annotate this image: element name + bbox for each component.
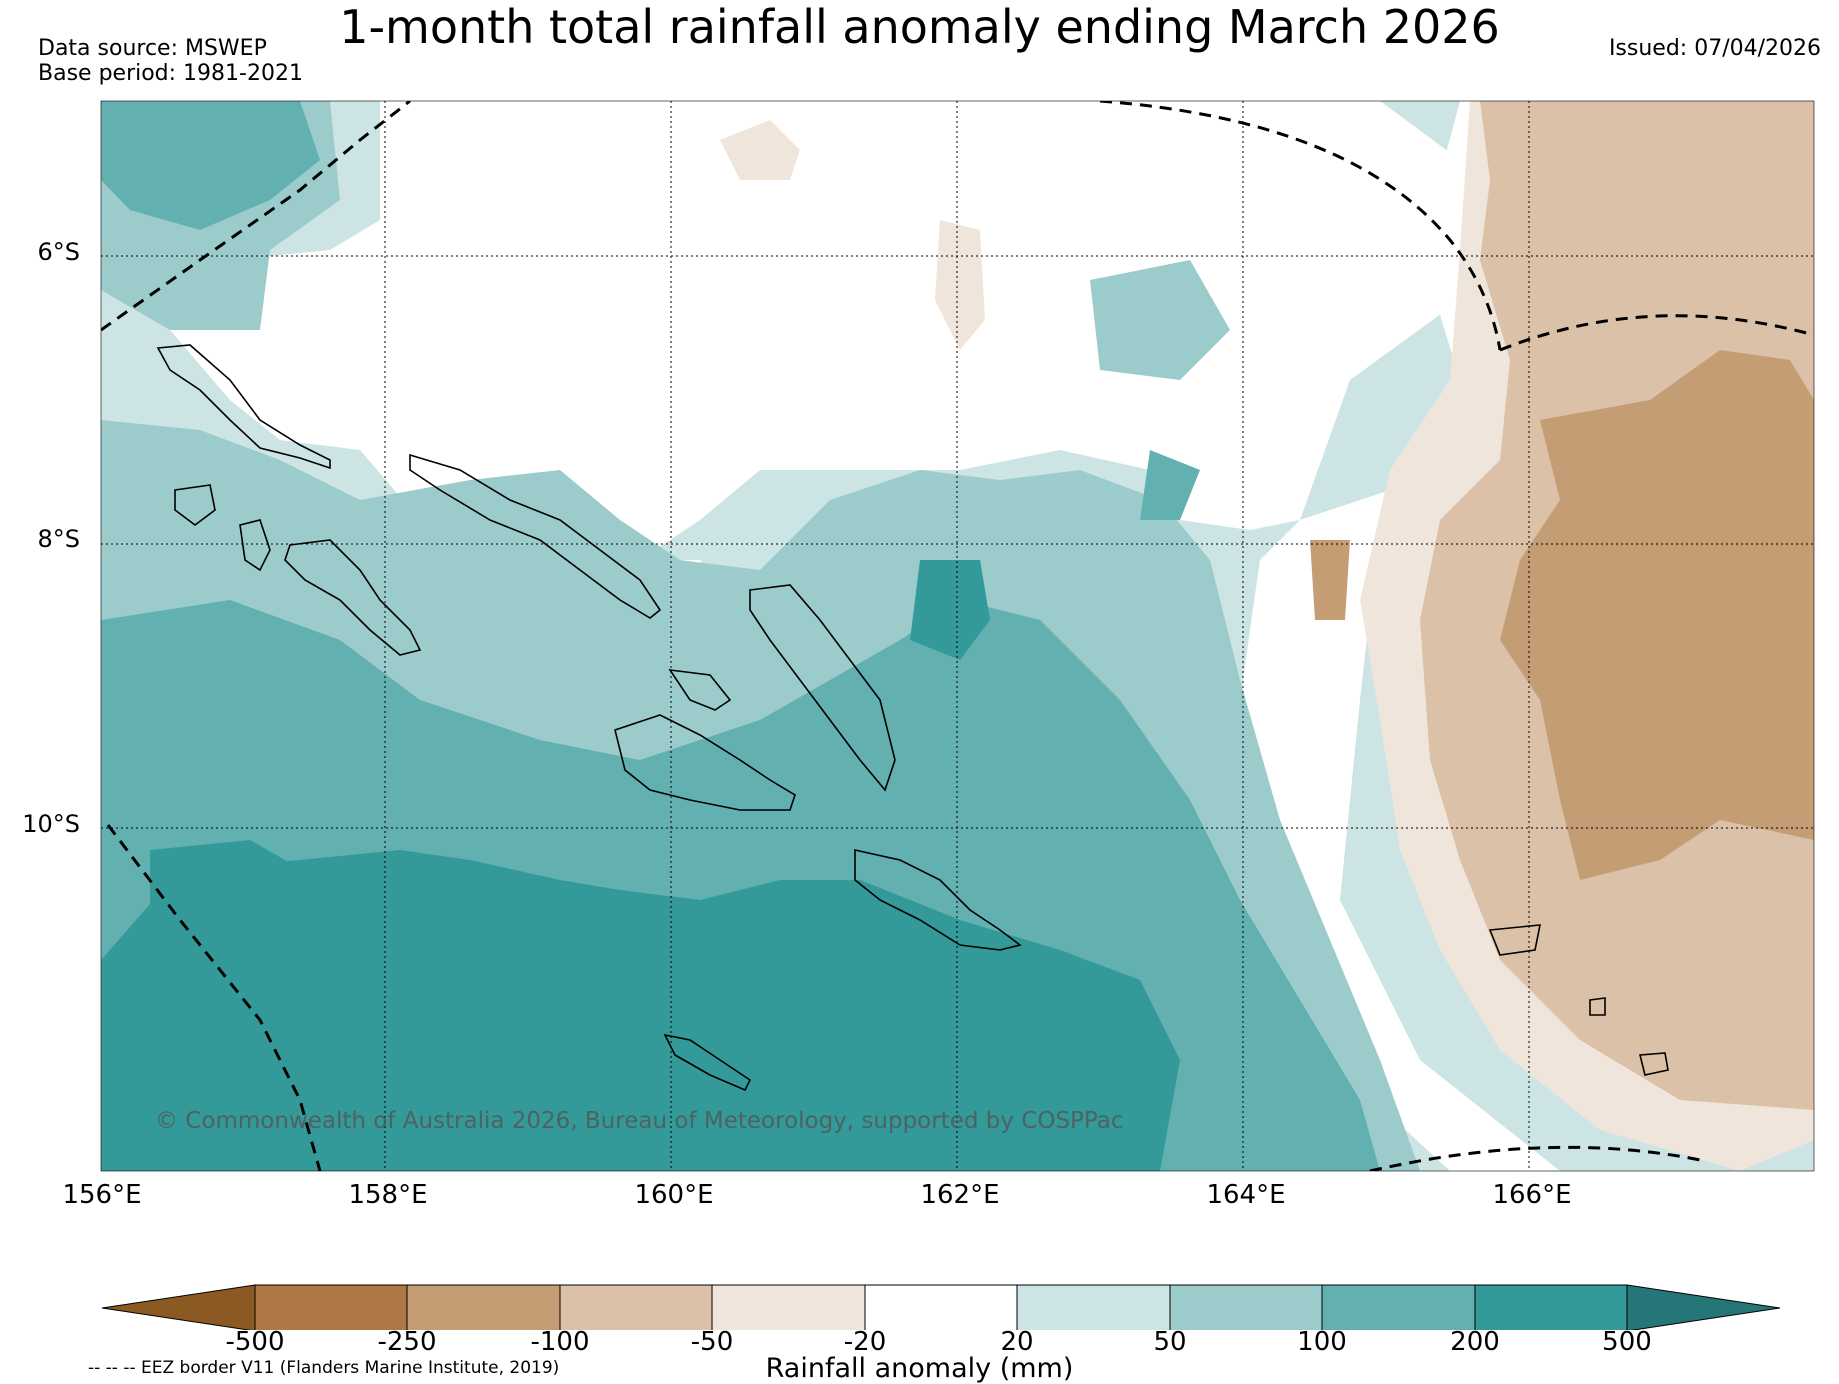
coast-makira [854, 849, 1022, 951]
lat-label-10s: 10°S [22, 810, 80, 838]
coast-vella-lavella [239, 519, 271, 572]
colorbar-tick: -20 [843, 1327, 887, 1357]
coast-choiseul [174, 484, 216, 526]
coast-new-georgia [284, 539, 422, 656]
wet-200-500-patch [910, 560, 990, 660]
coast-ndeni [1488, 924, 1541, 956]
colorbar-bin-200-500 [1474, 1284, 1628, 1330]
map-title: 1-month total rainfall anomaly ending Ma… [339, 0, 1500, 54]
coast-utupua [1638, 1052, 1669, 1076]
coast-florida-islands [668, 668, 732, 711]
dry-100-250-east [1500, 350, 1814, 880]
colorbar-bin-neg500-neg250 [254, 1284, 408, 1330]
dry-100-250-patch [1310, 540, 1350, 620]
colorbar-bin-neg100-neg50 [559, 1284, 713, 1330]
colorbar-tick: -250 [377, 1327, 437, 1357]
colorbar-bin-neutral [864, 1284, 1018, 1330]
wet-200-500-south [101, 850, 1180, 1171]
eez-border-east [1499, 314, 1814, 352]
coastlines [156, 344, 1669, 1092]
dry-20-50-patch-central [935, 220, 985, 350]
lon-label-162e: 162°E [920, 1180, 1000, 1210]
colorbar-tick: -100 [530, 1327, 590, 1357]
colorbar-label: Rainfall anomaly (mm) [765, 1353, 1074, 1384]
colorbar-tick: 20 [1000, 1327, 1034, 1357]
metadata-block: Data source: MSWEP Base period: 1981-202… [38, 36, 303, 86]
coast-malaita [749, 584, 896, 792]
wet-200-500-west [150, 840, 320, 960]
wet-100-200-patch [1140, 450, 1200, 520]
lon-label-160e: 160°E [634, 1180, 714, 1210]
base-period: Base period: 1981-2021 [38, 61, 303, 86]
colorbar-extend-high [1626, 1284, 1781, 1330]
colorbar [101, 1284, 1781, 1330]
colorbar-bin-20-50 [1016, 1284, 1171, 1330]
eez-border-south-west [106, 824, 322, 1171]
colorbar-tick: 200 [1450, 1327, 1500, 1357]
lon-label-166e: 166°E [1492, 1180, 1572, 1210]
eez-border-south-east [1369, 1145, 1701, 1171]
coast-santa-isabel [409, 453, 662, 619]
colorbar-tick: -500 [225, 1327, 285, 1357]
colorbar-tick: 100 [1297, 1327, 1347, 1357]
lat-label-8s: 8°S [37, 525, 80, 553]
lon-label-164e: 164°E [1206, 1180, 1286, 1210]
copyright-notice: © Commonwealth of Australia 2026, Bureau… [155, 1108, 1124, 1134]
data-source: Data source: MSWEP [38, 36, 267, 61]
graticule [101, 101, 1814, 1171]
eez-legend: -- -- -- EEZ border V11 (Flanders Marine… [88, 1358, 560, 1378]
eez-border-north-west [101, 101, 411, 332]
colorbar-tick: 50 [1153, 1327, 1187, 1357]
lat-label-6s: 6°S [37, 238, 80, 266]
wet-50-100-central [1090, 260, 1230, 380]
lon-label-156e: 156°E [62, 1180, 142, 1210]
colorbar-bin-neg250-neg100 [406, 1284, 561, 1330]
wet-100-200-northwest [101, 101, 320, 230]
dry-20-50-patch-north [720, 120, 800, 180]
colorbar-extend-low [101, 1284, 256, 1330]
eez-borders [101, 101, 1814, 1171]
lon-label-158e: 158°E [348, 1180, 428, 1210]
issued-date: Issued: 07/04/2026 [1608, 36, 1821, 61]
colorbar-bin-100-200 [1321, 1284, 1476, 1330]
coast-vanikoro [1589, 997, 1606, 1016]
neutral-area-east [1240, 101, 1560, 1171]
colorbar-tick: -50 [690, 1327, 734, 1357]
coast-rennell [663, 1033, 752, 1092]
colorbar-bin-neg50-neg20 [711, 1284, 866, 1330]
coast-bougainville [156, 344, 331, 470]
colorbar-bin-50-100 [1169, 1284, 1323, 1330]
colorbar-tick: 500 [1602, 1327, 1652, 1357]
coast-guadalcanal [614, 714, 796, 811]
